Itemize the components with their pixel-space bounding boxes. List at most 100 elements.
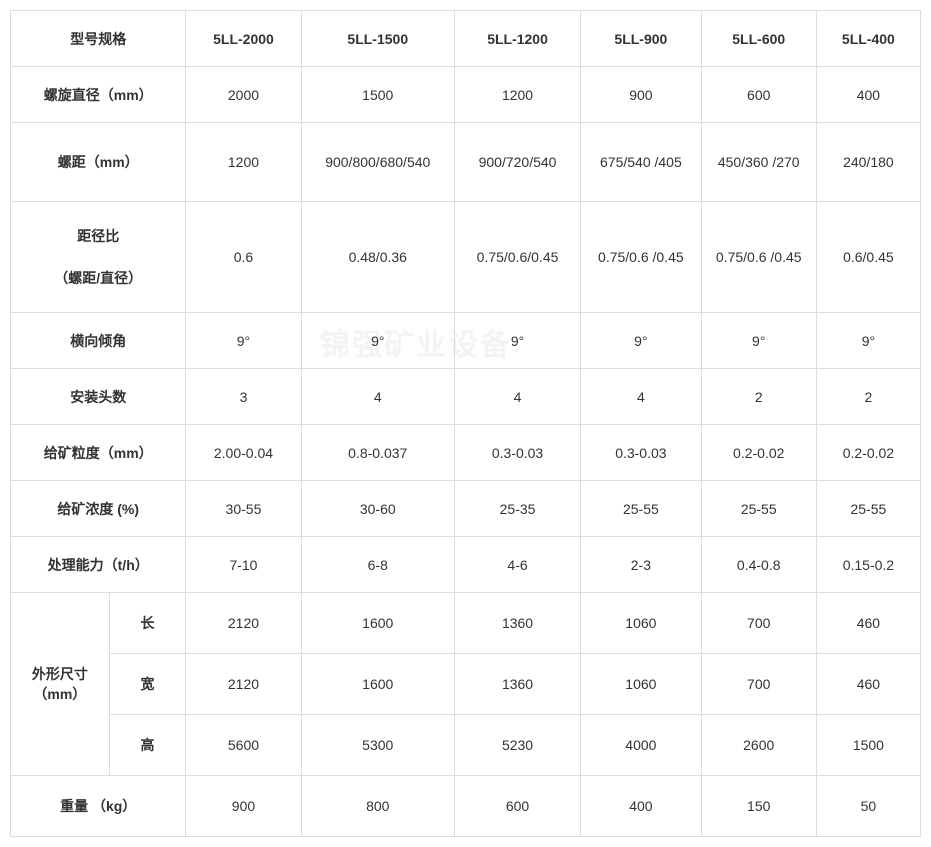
cell-ratio-0: 0.6 bbox=[186, 202, 301, 313]
cell-spiral-diameter-4: 600 bbox=[701, 67, 816, 123]
cell-dim-width-0: 2120 bbox=[186, 654, 301, 715]
cell-ratio-5: 0.6/0.45 bbox=[816, 202, 920, 313]
row-dim-length: 外形尺寸（mm） 长 2120 1600 1360 1060 700 460 bbox=[11, 593, 921, 654]
row-feed-concentration: 给矿浓度 (%) 30-55 30-60 25-35 25-55 25-55 2… bbox=[11, 481, 921, 537]
cell-dim-length-4: 700 bbox=[701, 593, 816, 654]
label-ratio-line1: 距径比 bbox=[11, 225, 185, 247]
cell-dim-width-2: 1360 bbox=[455, 654, 581, 715]
row-ratio: 距径比 （螺距/直径） 0.6 0.48/0.36 0.75/0.6/0.45 … bbox=[11, 202, 921, 313]
cell-pitch-5: 240/180 bbox=[816, 123, 920, 202]
cell-ratio-3: 0.75/0.6 /0.45 bbox=[581, 202, 702, 313]
cell-pitch-2: 900/720/540 bbox=[455, 123, 581, 202]
cell-pitch-0: 1200 bbox=[186, 123, 301, 202]
cell-pitch-3: 675/540 /405 bbox=[581, 123, 702, 202]
row-install-heads: 安装头数 3 4 4 4 2 2 bbox=[11, 369, 921, 425]
cell-feed-size-2: 0.3-0.03 bbox=[455, 425, 581, 481]
cell-lateral-angle-5: 9° bbox=[816, 313, 920, 369]
cell-dim-height-1: 5300 bbox=[301, 715, 454, 776]
cell-dim-width-3: 1060 bbox=[581, 654, 702, 715]
label-lateral-angle: 横向倾角 bbox=[11, 313, 186, 369]
cell-weight-5: 50 bbox=[816, 776, 920, 837]
cell-dim-width-1: 1600 bbox=[301, 654, 454, 715]
cell-feed-size-0: 2.00-0.04 bbox=[186, 425, 301, 481]
cell-feed-concentration-1: 30-60 bbox=[301, 481, 454, 537]
cell-dim-length-1: 1600 bbox=[301, 593, 454, 654]
cell-spiral-diameter-0: 2000 bbox=[186, 67, 301, 123]
label-ratio: 距径比 （螺距/直径） bbox=[11, 202, 186, 313]
cell-pitch-1: 900/800/680/540 bbox=[301, 123, 454, 202]
header-col-0: 5LL-2000 bbox=[186, 11, 301, 67]
cell-install-heads-2: 4 bbox=[455, 369, 581, 425]
cell-dim-height-5: 1500 bbox=[816, 715, 920, 776]
cell-dim-height-3: 4000 bbox=[581, 715, 702, 776]
cell-spiral-diameter-2: 1200 bbox=[455, 67, 581, 123]
cell-pitch-4: 450/360 /270 bbox=[701, 123, 816, 202]
cell-install-heads-5: 2 bbox=[816, 369, 920, 425]
cell-lateral-angle-2: 9° bbox=[455, 313, 581, 369]
row-spiral-diameter: 螺旋直径（mm） 2000 1500 1200 900 600 400 bbox=[11, 67, 921, 123]
header-col-4: 5LL-600 bbox=[701, 11, 816, 67]
cell-dim-length-3: 1060 bbox=[581, 593, 702, 654]
cell-feed-size-5: 0.2-0.02 bbox=[816, 425, 920, 481]
cell-spiral-diameter-5: 400 bbox=[816, 67, 920, 123]
label-weight: 重量 （kg） bbox=[11, 776, 186, 837]
header-col-3: 5LL-900 bbox=[581, 11, 702, 67]
spec-table: 型号规格 5LL-2000 5LL-1500 5LL-1200 5LL-900 … bbox=[10, 10, 921, 837]
header-col-5: 5LL-400 bbox=[816, 11, 920, 67]
cell-weight-1: 800 bbox=[301, 776, 454, 837]
cell-spiral-diameter-1: 1500 bbox=[301, 67, 454, 123]
cell-capacity-0: 7-10 bbox=[186, 537, 301, 593]
cell-capacity-5: 0.15-0.2 bbox=[816, 537, 920, 593]
cell-capacity-4: 0.4-0.8 bbox=[701, 537, 816, 593]
cell-ratio-2: 0.75/0.6/0.45 bbox=[455, 202, 581, 313]
cell-dim-length-2: 1360 bbox=[455, 593, 581, 654]
label-ratio-line2: （螺距/直径） bbox=[11, 267, 185, 289]
cell-feed-size-3: 0.3-0.03 bbox=[581, 425, 702, 481]
cell-lateral-angle-1: 9° bbox=[301, 313, 454, 369]
cell-install-heads-4: 2 bbox=[701, 369, 816, 425]
cell-feed-size-4: 0.2-0.02 bbox=[701, 425, 816, 481]
cell-dim-length-0: 2120 bbox=[186, 593, 301, 654]
label-feed-size: 给矿粒度（mm） bbox=[11, 425, 186, 481]
cell-weight-0: 900 bbox=[186, 776, 301, 837]
row-capacity: 处理能力（t/h） 7-10 6-8 4-6 2-3 0.4-0.8 0.15-… bbox=[11, 537, 921, 593]
label-dim-length: 长 bbox=[109, 593, 186, 654]
label-dim-width: 宽 bbox=[109, 654, 186, 715]
cell-feed-concentration-0: 30-55 bbox=[186, 481, 301, 537]
cell-lateral-angle-0: 9° bbox=[186, 313, 301, 369]
cell-dim-height-0: 5600 bbox=[186, 715, 301, 776]
cell-feed-concentration-5: 25-55 bbox=[816, 481, 920, 537]
cell-install-heads-3: 4 bbox=[581, 369, 702, 425]
cell-install-heads-0: 3 bbox=[186, 369, 301, 425]
label-dim-height: 高 bbox=[109, 715, 186, 776]
cell-lateral-angle-3: 9° bbox=[581, 313, 702, 369]
label-pitch: 螺距（mm） bbox=[11, 123, 186, 202]
cell-feed-concentration-3: 25-55 bbox=[581, 481, 702, 537]
cell-dim-height-4: 2600 bbox=[701, 715, 816, 776]
cell-capacity-2: 4-6 bbox=[455, 537, 581, 593]
row-dim-height: 高 5600 5300 5230 4000 2600 1500 bbox=[11, 715, 921, 776]
cell-feed-concentration-4: 25-55 bbox=[701, 481, 816, 537]
label-feed-concentration: 给矿浓度 (%) bbox=[11, 481, 186, 537]
cell-capacity-3: 2-3 bbox=[581, 537, 702, 593]
row-dim-width: 宽 2120 1600 1360 1060 700 460 bbox=[11, 654, 921, 715]
table-header-row: 型号规格 5LL-2000 5LL-1500 5LL-1200 5LL-900 … bbox=[11, 11, 921, 67]
cell-dim-length-5: 460 bbox=[816, 593, 920, 654]
cell-weight-3: 400 bbox=[581, 776, 702, 837]
row-feed-size: 给矿粒度（mm） 2.00-0.04 0.8-0.037 0.3-0.03 0.… bbox=[11, 425, 921, 481]
cell-dim-height-2: 5230 bbox=[455, 715, 581, 776]
header-col-2: 5LL-1200 bbox=[455, 11, 581, 67]
cell-weight-2: 600 bbox=[455, 776, 581, 837]
row-pitch: 螺距（mm） 1200 900/800/680/540 900/720/540 … bbox=[11, 123, 921, 202]
cell-feed-concentration-2: 25-35 bbox=[455, 481, 581, 537]
cell-lateral-angle-4: 9° bbox=[701, 313, 816, 369]
cell-install-heads-1: 4 bbox=[301, 369, 454, 425]
row-lateral-angle: 横向倾角 9° 9° 9° 9° 9° 9° bbox=[11, 313, 921, 369]
cell-dim-width-5: 460 bbox=[816, 654, 920, 715]
cell-spiral-diameter-3: 900 bbox=[581, 67, 702, 123]
cell-capacity-1: 6-8 bbox=[301, 537, 454, 593]
header-col-1: 5LL-1500 bbox=[301, 11, 454, 67]
row-weight: 重量 （kg） 900 800 600 400 150 50 bbox=[11, 776, 921, 837]
label-install-heads: 安装头数 bbox=[11, 369, 186, 425]
cell-dim-width-4: 700 bbox=[701, 654, 816, 715]
